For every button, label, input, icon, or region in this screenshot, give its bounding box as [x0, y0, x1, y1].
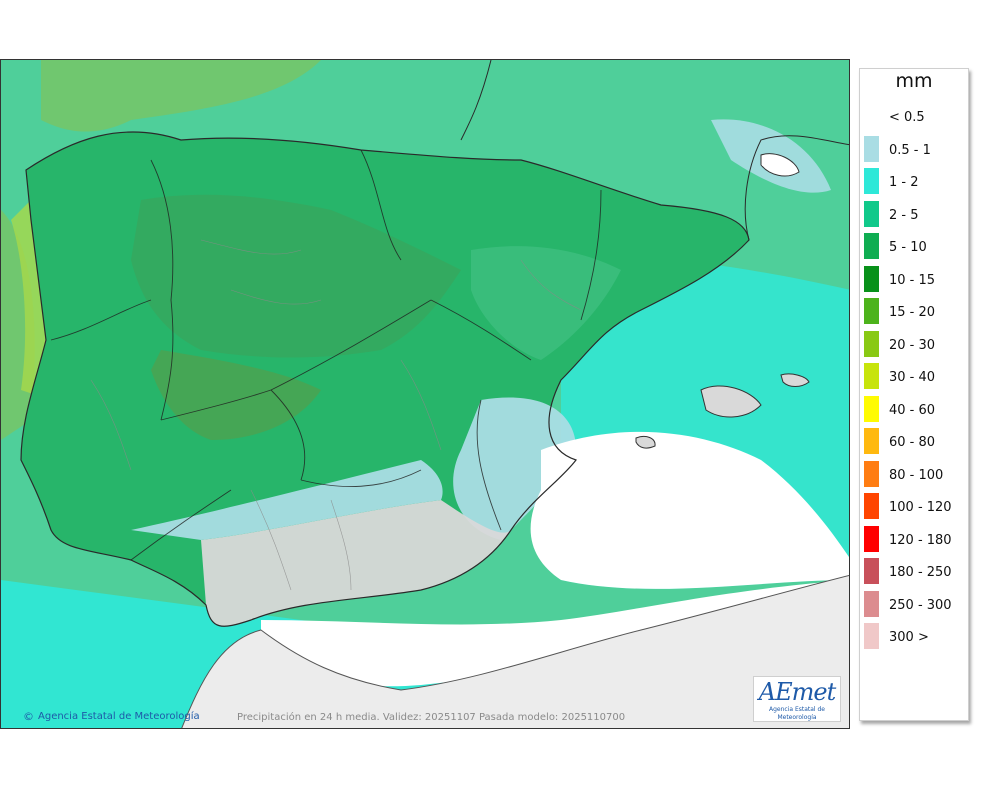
legend-item: 2 - 5: [860, 194, 968, 227]
logo-brand: AEmet: [758, 678, 836, 706]
legend-label: 30 - 40: [889, 370, 936, 385]
legend-item: 80 - 100: [860, 454, 968, 487]
legend-item: 10 - 15: [860, 259, 968, 292]
legend-label: 300 >: [889, 630, 929, 645]
legend-item: 300 >: [860, 616, 968, 649]
legend-item: 60 - 80: [860, 421, 968, 454]
logo-subtitle: Agencia Estatal de Meteorología: [768, 706, 825, 721]
legend-label: 80 - 100: [889, 467, 944, 483]
legend-label: 0.5 - 1: [889, 142, 931, 158]
precipitation-map: © Agencia Estatal de Meteorología Precip…: [0, 59, 850, 729]
legend-label: < 0.5: [889, 110, 925, 125]
legend-item: 1 - 2: [860, 161, 968, 194]
legend-item: 120 - 180: [860, 519, 968, 552]
legend-swatch: [864, 428, 879, 454]
legend-item: 5 - 10: [860, 226, 968, 259]
legend-swatch: [864, 493, 879, 519]
legend-label: 40 - 60: [889, 402, 936, 418]
copyright-icon: ©: [23, 710, 34, 723]
legend-swatch: [864, 363, 879, 389]
map-caption: Precipitación en 24 h media. Validez: 20…: [237, 712, 626, 723]
legend-item: 15 - 20: [860, 291, 968, 324]
legend-item: 40 - 60: [860, 389, 968, 422]
north-africa: [181, 575, 849, 728]
legend-swatch: [864, 558, 879, 584]
legend-label: 20 - 30: [889, 337, 936, 353]
legend-swatch: [864, 525, 879, 552]
legend-item: 0.5 - 1: [860, 129, 968, 162]
legend-item: 100 - 120: [860, 486, 968, 519]
legend-swatch: [864, 233, 879, 259]
legend-item: 250 - 300: [860, 584, 968, 617]
copyright-credit: © Agencia Estatal de Meteorología: [23, 710, 200, 723]
legend-items: < 0.5 0.5 - 1 1 - 2 2 - 5 5 - 10 10 - 15 15 - …: [860, 96, 968, 649]
legend-label: 250 - 300: [889, 597, 952, 613]
legend-unit: mm: [895, 70, 933, 92]
legend-swatch: [864, 623, 879, 649]
map-canvas: [1, 60, 849, 728]
balearic-islands: [700, 385, 762, 418]
legend-label: 1 - 2: [889, 175, 919, 190]
legend-swatch: [864, 103, 879, 129]
legend-swatch: [864, 395, 879, 422]
legend-label: 15 - 20: [889, 305, 936, 320]
legend-label: 5 - 10: [889, 240, 927, 255]
aemet-logo: AEmet Agencia Estatal de Meteorología: [753, 676, 841, 722]
legend-swatch: [864, 265, 879, 292]
legend-label: 10 - 15: [889, 272, 936, 288]
legend-swatch: [864, 330, 879, 357]
legend-swatch: [864, 168, 879, 194]
legend-swatch: [864, 298, 879, 324]
precipitation-legend: mm < 0.5 0.5 - 1 1 - 2 2 - 5 5 - 10 10 - 15 15…: [859, 68, 969, 721]
legend-item: 30 - 40: [860, 356, 968, 389]
legend-label: 60 - 80: [889, 435, 936, 450]
legend-swatch: [864, 200, 879, 227]
legend-swatch: [864, 590, 879, 617]
legend-swatch: [864, 460, 879, 487]
credit-text: Agencia Estatal de Meteorología: [38, 711, 200, 722]
legend-swatch: [864, 135, 879, 162]
legend-item: < 0.5: [860, 96, 968, 129]
legend-label: 100 - 120: [889, 500, 952, 515]
legend-item: 20 - 30: [860, 324, 968, 357]
legend-item: 180 - 250: [860, 551, 968, 584]
legend-label: 120 - 180: [889, 532, 952, 548]
legend-label: 180 - 250: [889, 565, 952, 580]
legend-label: 2 - 5: [889, 207, 919, 223]
